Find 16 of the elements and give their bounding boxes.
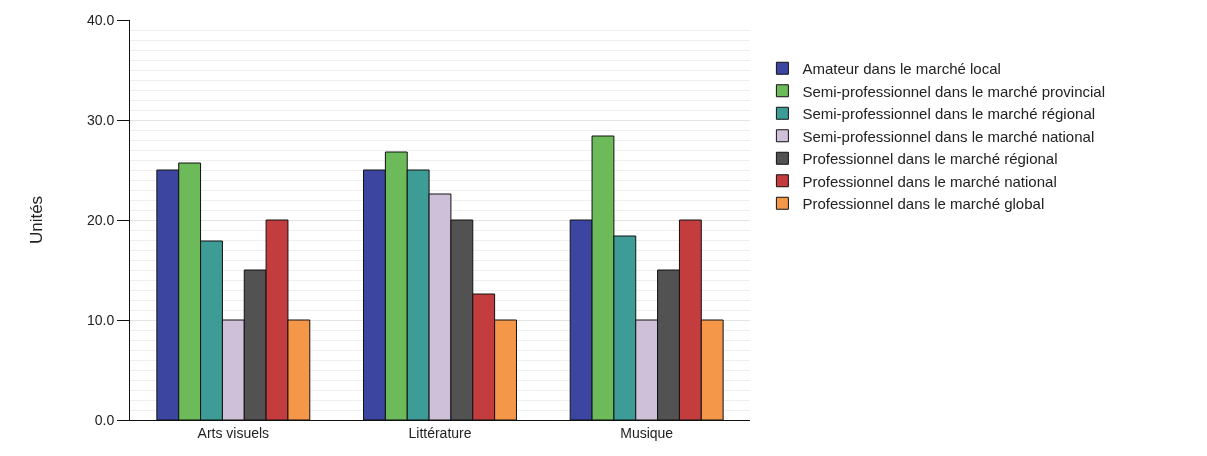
y-tick-label: 0.0 [94,411,115,428]
y-axis-title: Unités [26,195,46,245]
y-tick-label: 30.0 [86,111,115,128]
legend-label: Professionnel dans le marché global [802,195,1045,213]
legend-label: Amateur dans le marché local [802,60,1001,78]
x-tick-label: Arts visuels [197,424,270,441]
y-tick-label: 10.0 [86,311,115,328]
x-tick-label: Musique [620,424,674,441]
y-tick-label: 40.0 [86,11,115,28]
legend-label: Professionnel dans le marché régional [802,150,1058,168]
legend-label: Semi-professionnel dans le marché régional [802,105,1096,123]
legend-label: Professionnel dans le marché national [802,172,1057,190]
x-tick-label: Littérature [408,424,472,441]
y-tick-label: 20.0 [86,211,115,228]
legend-label: Semi-professionnel dans le marché national [802,127,1095,145]
legend-label: Semi-professionnel dans le marché provincial [802,82,1106,100]
